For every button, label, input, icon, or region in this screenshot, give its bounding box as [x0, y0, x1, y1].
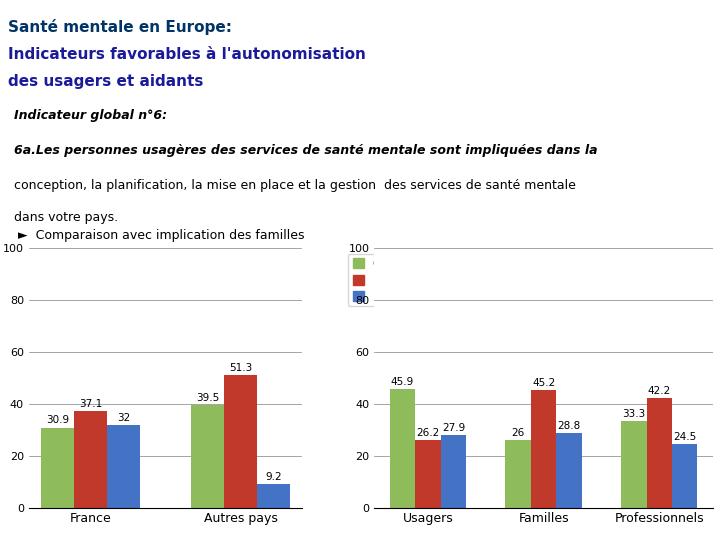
Text: des usagers et aidants: des usagers et aidants [9, 74, 204, 89]
Bar [621, 421, 647, 508]
Bar [41, 428, 74, 508]
Text: 26: 26 [511, 428, 525, 438]
Text: 39.5: 39.5 [196, 393, 219, 403]
Text: 45.9: 45.9 [391, 376, 414, 387]
Text: 42.2: 42.2 [647, 386, 671, 396]
Text: conception, la planification, la mise en place et la gestion  des services de sa: conception, la planification, la mise en… [14, 179, 576, 192]
Text: 30.9: 30.9 [46, 415, 69, 426]
Text: 27.9: 27.9 [442, 423, 465, 433]
Bar [415, 440, 441, 508]
Bar [107, 424, 140, 508]
Legend: Oui, Non, Ne sait pas: Oui, Non, Ne sait pas [348, 254, 439, 306]
Text: 37.1: 37.1 [79, 400, 102, 409]
Text: 45.2: 45.2 [532, 379, 555, 388]
Text: Indicateurs favorables à l'autonomisation: Indicateurs favorables à l'autonomisatio… [9, 46, 366, 62]
Text: dans votre pays.: dans votre pays. [14, 211, 118, 224]
Text: 26.2: 26.2 [416, 428, 440, 437]
Text: 28.8: 28.8 [557, 421, 580, 431]
Bar [191, 405, 224, 508]
Text: 51.3: 51.3 [229, 362, 252, 373]
Bar [505, 440, 531, 508]
Bar [257, 484, 290, 508]
Bar [224, 375, 257, 508]
Text: Santé mentale en Europe:: Santé mentale en Europe: [9, 19, 233, 36]
Bar [531, 390, 557, 508]
Bar [74, 411, 107, 508]
Text: 6a.Les personnes usagères des services de santé mentale sont impliquées dans la: 6a.Les personnes usagères des services d… [14, 144, 598, 157]
Text: Indicateur global n°6:: Indicateur global n°6: [14, 109, 167, 122]
Text: 24.5: 24.5 [673, 432, 696, 442]
Text: 9.2: 9.2 [265, 471, 282, 482]
Bar [647, 398, 672, 508]
Bar [390, 389, 415, 508]
Bar [441, 435, 466, 508]
Bar [557, 433, 582, 508]
Text: 33.3: 33.3 [622, 409, 645, 419]
Bar [672, 444, 698, 508]
Text: 32: 32 [117, 413, 130, 423]
Text: ►  Comparaison avec implication des familles: ► Comparaison avec implication des famil… [18, 228, 305, 241]
